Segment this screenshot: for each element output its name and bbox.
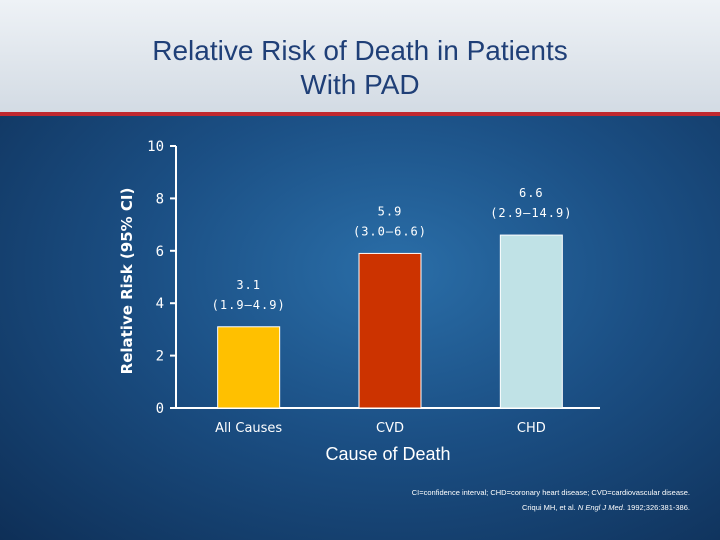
y-tick-label: 2 (156, 349, 164, 365)
footnote-citation: Criqui MH, et al. N Engl J Med. 1992;326… (190, 503, 690, 512)
data-label-ci: (2.9–14.9) (490, 206, 572, 220)
citation-suffix: . 1992;326:381-386. (622, 503, 690, 512)
data-label-ci: (1.9–4.9) (212, 298, 286, 312)
data-label-ci: (3.0–6.6) (353, 224, 427, 238)
bar-cvd (358, 252, 422, 409)
citation-prefix: Criqui MH, et al. (521, 503, 578, 512)
y-tick-label: 6 (156, 244, 164, 260)
data-label-value: 3.1 (236, 278, 261, 292)
x-category-label: CHD (517, 421, 546, 436)
data-label-value: 5.9 (378, 204, 403, 218)
citation-journal: N Engl J Med (577, 503, 623, 512)
bar-chd (499, 234, 563, 409)
y-axis-label: Relative Risk (95% CI) (118, 188, 136, 375)
slide-title: Relative Risk of Death in Patients With … (60, 34, 660, 102)
title-banner: Relative Risk of Death in Patients With … (0, 0, 720, 116)
slide-title-line2: With PAD (300, 69, 420, 100)
x-category-label: All Causes (215, 421, 282, 436)
y-tick-label: 8 (156, 191, 164, 207)
y-tick-label: 0 (156, 401, 164, 417)
slide-title-line1: Relative Risk of Death in Patients (152, 35, 568, 66)
x-category-label: CVD (376, 421, 404, 436)
footnote-abbreviations: CI=confidence interval; CHD=coronary hea… (411, 488, 690, 497)
bar-all-causes (217, 326, 281, 409)
y-tick-label: 10 (147, 139, 164, 155)
y-tick-label: 4 (156, 296, 164, 312)
x-axis-label: Cause of Death (325, 444, 450, 464)
data-label-value: 6.6 (519, 186, 544, 200)
